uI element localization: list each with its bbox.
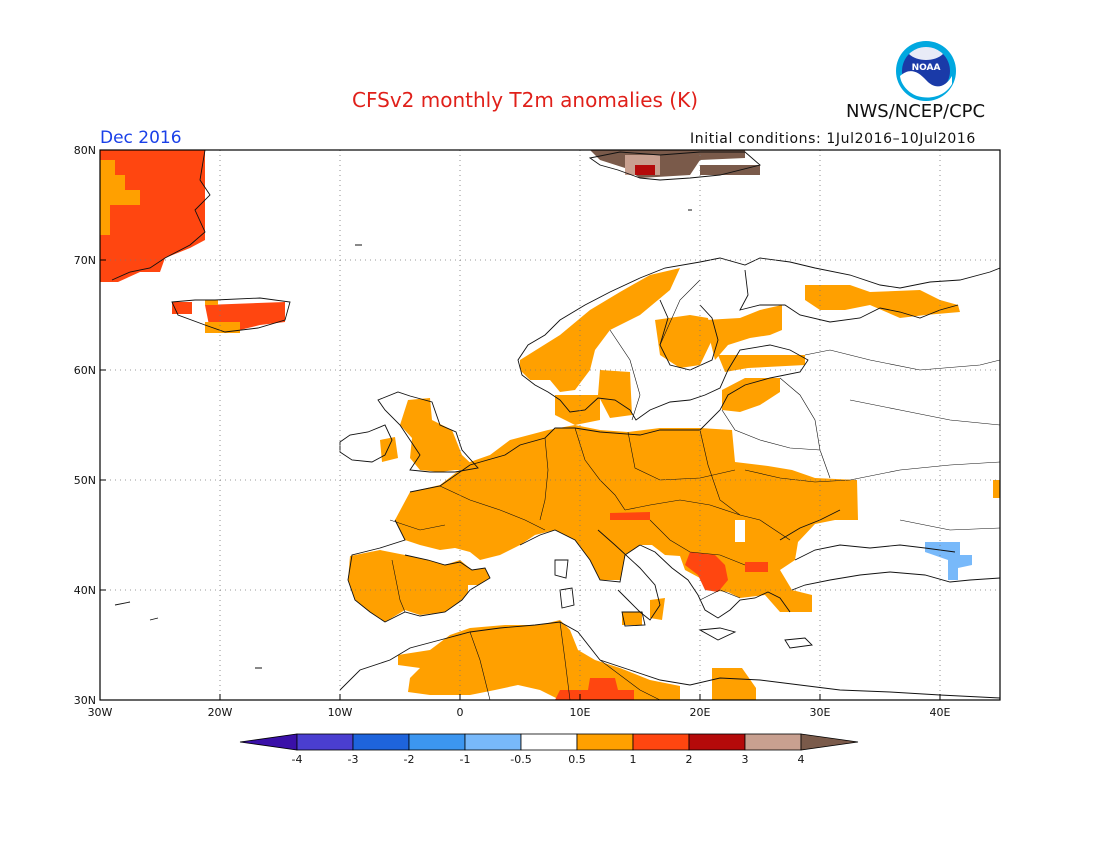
noaa-logo: NOAA xyxy=(896,41,956,101)
legend-swatch xyxy=(464,733,522,751)
legend-arrow-high xyxy=(800,733,859,751)
legend-swatch xyxy=(296,733,354,751)
anomaly-fill-lightblue xyxy=(925,542,972,580)
noaa-logo-text: NOAA xyxy=(912,63,941,73)
legend-label: -0.5 xyxy=(510,753,531,766)
color-legend xyxy=(239,733,859,751)
anomaly-fill-orange-greenland xyxy=(100,160,240,333)
legend-swatch xyxy=(576,733,634,751)
lat-tick-label: 60N xyxy=(74,364,96,377)
lon-tick-label: 10E xyxy=(570,706,591,719)
legend-label: 0.5 xyxy=(568,753,586,766)
legend-arrow-low xyxy=(239,733,298,751)
legend-label: 1 xyxy=(630,753,637,766)
lon-tick-label: 30W xyxy=(88,706,113,719)
lat-tick-label: 50N xyxy=(74,474,96,487)
graticule xyxy=(100,150,1000,700)
legend-label: 4 xyxy=(798,753,805,766)
legend-label: 3 xyxy=(742,753,749,766)
lon-tick-label: 20E xyxy=(690,706,711,719)
legend-swatch xyxy=(408,733,466,751)
lon-tick-label: 0 xyxy=(457,706,464,719)
lon-tick-label: 40E xyxy=(930,706,951,719)
initial-conditions: Initial conditions: 1Jul2016–10Jul2016 xyxy=(690,131,976,147)
legend-label: 2 xyxy=(686,753,693,766)
legend-swatch xyxy=(688,733,746,751)
legend-label: -4 xyxy=(292,753,303,766)
lon-tick-label: 20W xyxy=(208,706,233,719)
lat-tick-label: 40N xyxy=(74,584,96,597)
tick-marks xyxy=(99,149,941,701)
legend-label: -2 xyxy=(404,753,415,766)
anomaly-fill-neutral xyxy=(468,520,745,595)
legend-label: -3 xyxy=(348,753,359,766)
agency-label: NWS/NCEP/CPC xyxy=(846,101,986,122)
lat-tick-label: 30N xyxy=(74,694,96,707)
lat-tick-label: 80N xyxy=(74,144,96,157)
lon-tick-label: 30E xyxy=(810,706,831,719)
legend-swatch xyxy=(352,733,410,751)
country-borders xyxy=(389,279,1000,700)
legend-label: -1 xyxy=(460,753,471,766)
lon-tick-label: 10W xyxy=(328,706,353,719)
forecast-month: Dec 2016 xyxy=(100,128,182,148)
legend-swatch xyxy=(632,733,690,751)
coastlines xyxy=(111,150,1000,699)
legend-swatch xyxy=(744,733,802,751)
map-frame xyxy=(99,149,1001,701)
map-title: CFSv2 monthly T2m anomalies (K) xyxy=(352,88,698,112)
lat-tick-label: 70N xyxy=(74,254,96,267)
legend-swatch xyxy=(520,733,578,751)
anomaly-fill-svalbard xyxy=(590,150,760,178)
